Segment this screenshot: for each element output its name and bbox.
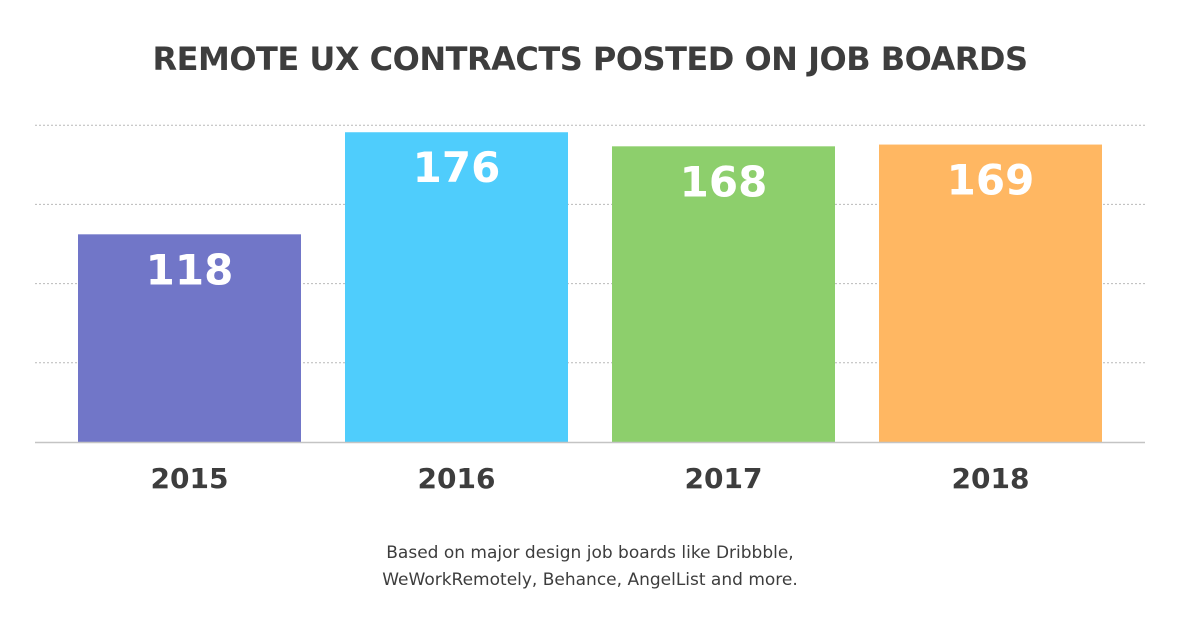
bar-value-label-2018: 169 [947, 156, 1035, 205]
footnote-line-1: Based on major design job boards like Dr… [386, 543, 794, 563]
x-tick-label-2016: 2016 [418, 462, 496, 495]
bar-value-label-2016: 176 [413, 143, 501, 192]
bar-value-label-2017: 168 [680, 157, 768, 206]
x-tick-label-2018: 2018 [952, 462, 1030, 495]
footnote: Based on major design job boards like Dr… [0, 540, 1180, 594]
bar-2018 [879, 144, 1102, 442]
bar-2016 [345, 132, 568, 443]
bar-value-label-2015: 118 [146, 245, 234, 294]
chart-title: REMOTE UX CONTRACTS POSTED ON JOB BOARDS [152, 40, 1028, 78]
bar-2015 [78, 234, 301, 442]
x-tick-label-2015: 2015 [151, 462, 229, 495]
footnote-line-2: WeWorkRemotely, Behance, AngelList and m… [382, 570, 798, 590]
x-tick-label-2017: 2017 [685, 462, 763, 495]
bar-2017 [612, 146, 835, 442]
